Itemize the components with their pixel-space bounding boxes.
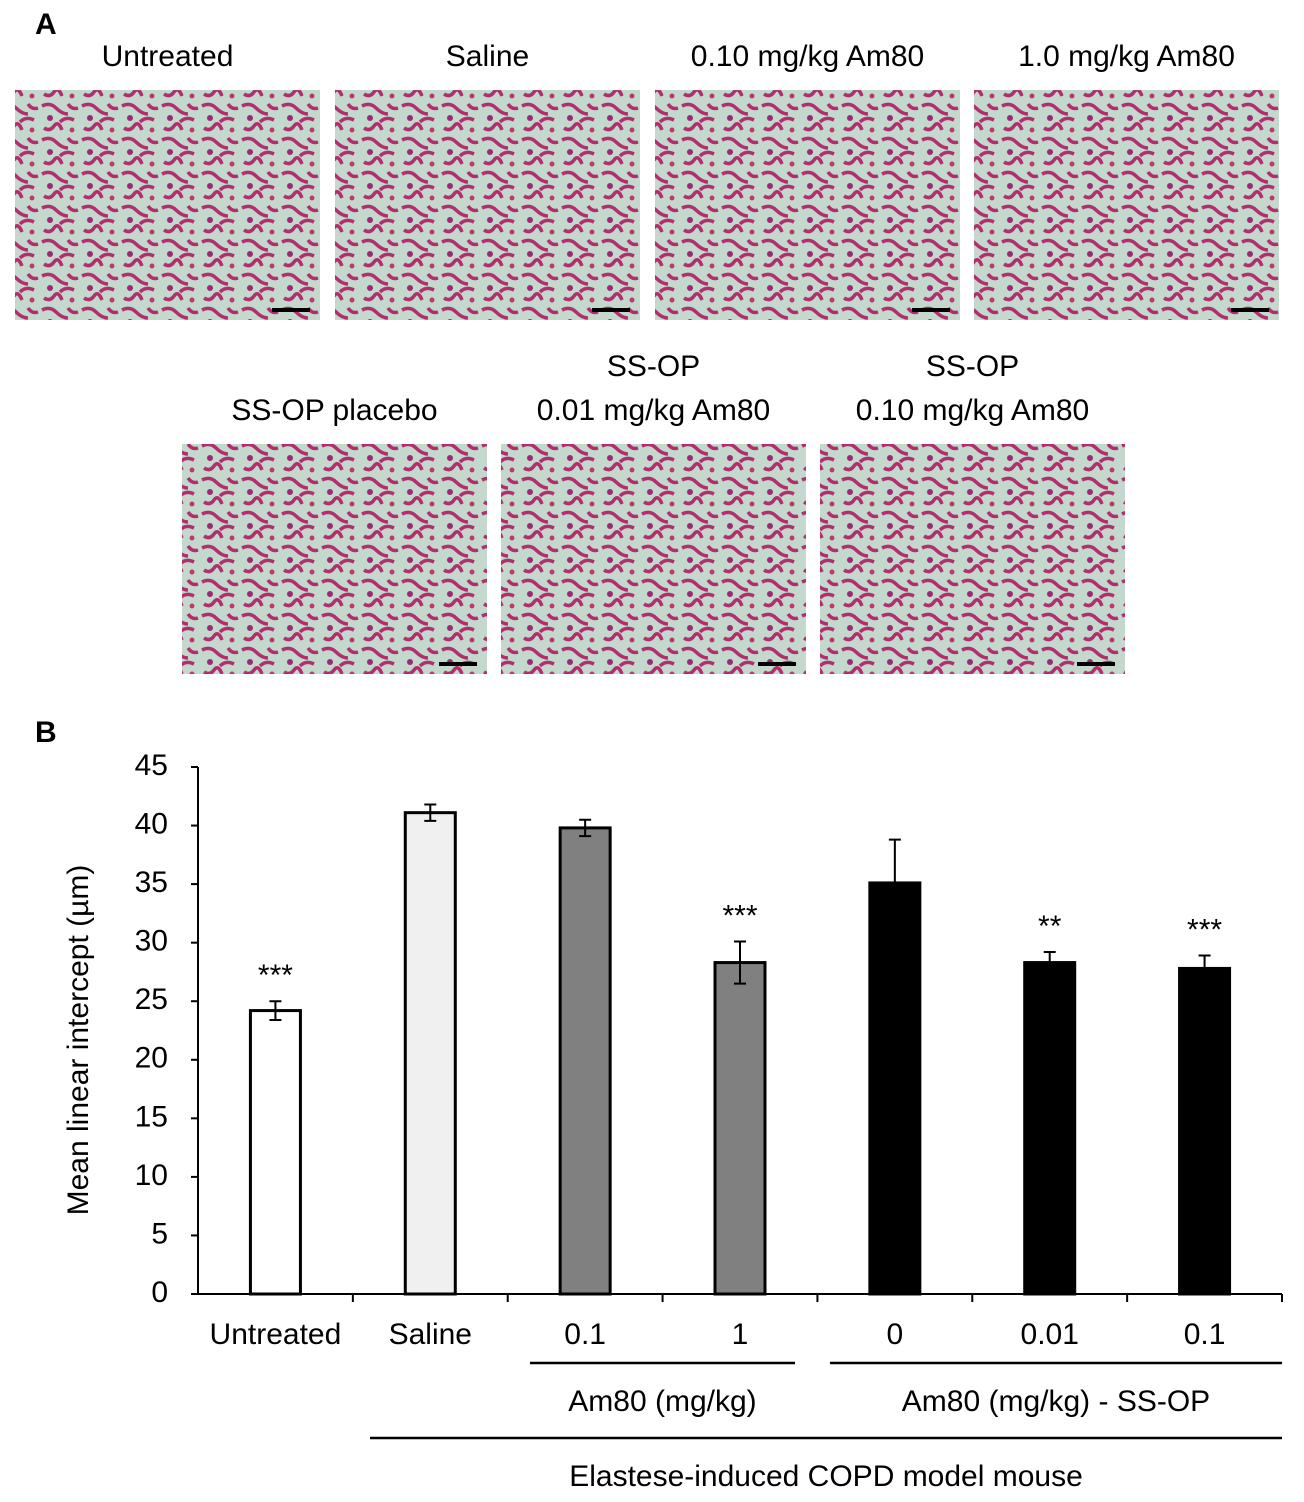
- x-tick-label: 0.1: [564, 1318, 606, 1351]
- bar: [713, 961, 767, 1296]
- panel-label: A: [35, 8, 57, 41]
- bar: [403, 811, 457, 1296]
- image-title: Saline: [446, 40, 529, 73]
- x-tick-label: 1: [732, 1318, 749, 1351]
- bar: [868, 881, 922, 1296]
- image-title: 0.10 mg/kg Am80: [691, 40, 924, 73]
- image-title: Untreated: [102, 40, 234, 73]
- y-tick-label: 25: [135, 983, 168, 1016]
- y-tick-label: 45: [135, 749, 168, 782]
- error-bar: [888, 838, 901, 928]
- error-bar: [734, 940, 746, 985]
- group-label: Elastese-induced COPD model mouse: [569, 1460, 1083, 1493]
- error-bar: [269, 1000, 282, 1021]
- y-axis-label: Mean linear intercept (µm): [62, 865, 95, 1216]
- image-title: 1.0 mg/kg Am80: [1018, 40, 1235, 73]
- y-tick-label: 5: [151, 1217, 168, 1250]
- scale-bar: [758, 662, 796, 666]
- image-title: 0.01 mg/kg Am80: [537, 394, 770, 427]
- image-title: SS-OP: [607, 350, 700, 383]
- group-label: Am80 (mg/kg) - SS-OP: [902, 1385, 1210, 1418]
- x-tick-label: 0.01: [1021, 1318, 1079, 1351]
- error-bar: [1043, 951, 1056, 975]
- scale-bar: [1231, 308, 1269, 312]
- micrograph: [974, 90, 1279, 320]
- group-label: Am80 (mg/kg): [568, 1385, 756, 1418]
- significance: ***: [1187, 913, 1222, 946]
- y-tick-label: 40: [135, 807, 168, 840]
- y-tick-label: 20: [135, 1042, 168, 1075]
- significance: ***: [258, 959, 293, 992]
- significance: **: [1038, 910, 1062, 943]
- bar: [1023, 961, 1077, 1296]
- y-tick-label: 15: [135, 1100, 168, 1133]
- bar: [1178, 966, 1232, 1296]
- bar: [248, 1009, 302, 1296]
- y-tick-label: 0: [151, 1276, 168, 1309]
- micrograph: [335, 90, 640, 320]
- error-bar: [424, 803, 437, 822]
- image-title: 0.10 mg/kg Am80: [856, 394, 1089, 427]
- panel-label: B: [35, 716, 57, 749]
- micrograph: [182, 444, 487, 674]
- y-tick-label: 10: [135, 1159, 168, 1192]
- y-tick-label: 35: [135, 866, 168, 899]
- y-tick-label: 30: [135, 925, 168, 958]
- x-tick-label: 0: [887, 1318, 904, 1351]
- x-tick-label: 0.1: [1184, 1318, 1226, 1351]
- error-bar: [1198, 954, 1211, 983]
- x-tick-label: Saline: [389, 1318, 472, 1351]
- micrograph: [15, 90, 320, 320]
- scale-bar: [912, 308, 950, 312]
- image-title: SS-OP placebo: [231, 394, 437, 427]
- significance: ***: [722, 899, 757, 932]
- micrograph: [820, 444, 1125, 674]
- bar: [558, 826, 612, 1296]
- image-title: SS-OP: [926, 350, 1019, 383]
- scale-bar: [272, 308, 310, 312]
- micrograph: [501, 444, 806, 674]
- error-bar: [579, 818, 592, 838]
- scale-bar: [1077, 662, 1115, 666]
- micrograph: [655, 90, 960, 320]
- scale-bar: [439, 662, 477, 666]
- scale-bar: [592, 308, 630, 312]
- x-tick-label: Untreated: [210, 1318, 342, 1351]
